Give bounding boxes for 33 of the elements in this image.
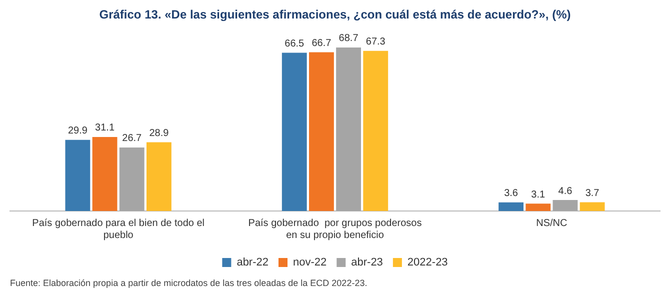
data-label: 3.1	[531, 189, 546, 200]
source-note: Fuente: Elaboración propia a partir de microdatos de las tres oleadas de la ECD 2022-23.	[9, 278, 368, 288]
chart-title: Gráfico 13. «De las siguientes afirmaciones, ¿con cuál está más de acuerdo?», (%)	[99, 8, 571, 22]
bar	[498, 202, 524, 211]
bar	[526, 204, 551, 211]
data-label: 4.6	[558, 186, 573, 197]
legend-label: abr-22	[236, 256, 268, 269]
data-label: 67.3	[366, 36, 386, 48]
legend-label: nov-22	[293, 256, 327, 269]
legend-label: abr-23	[351, 256, 383, 269]
bar	[552, 200, 578, 211]
data-label: 68.7	[338, 33, 359, 44]
data-label: 28.9	[149, 128, 170, 139]
data-label: 26.7	[122, 133, 142, 144]
bar	[92, 136, 118, 211]
bar	[119, 147, 144, 211]
data-label: 3.7	[585, 188, 600, 199]
x-tick-label: País gobernado para el bien de todo el pueblo	[32, 218, 205, 241]
data-label: 66.5	[284, 38, 305, 50]
data-label: 31.1	[95, 122, 115, 134]
data-label: 29.9	[68, 126, 88, 137]
data-label: 3.6	[504, 188, 518, 200]
bar	[363, 50, 388, 211]
legend-label: 2022-23	[407, 256, 448, 269]
x-tick-label: País gobernado por grupos poderosos en su propio beneficio	[248, 218, 422, 241]
x-tick-label: NS/NC	[536, 218, 568, 229]
bar	[580, 202, 605, 211]
bar	[282, 52, 307, 211]
bar	[336, 47, 361, 211]
bar	[146, 142, 172, 211]
data-label: 66.7	[312, 38, 332, 50]
bar	[65, 140, 90, 211]
bar	[309, 52, 334, 211]
